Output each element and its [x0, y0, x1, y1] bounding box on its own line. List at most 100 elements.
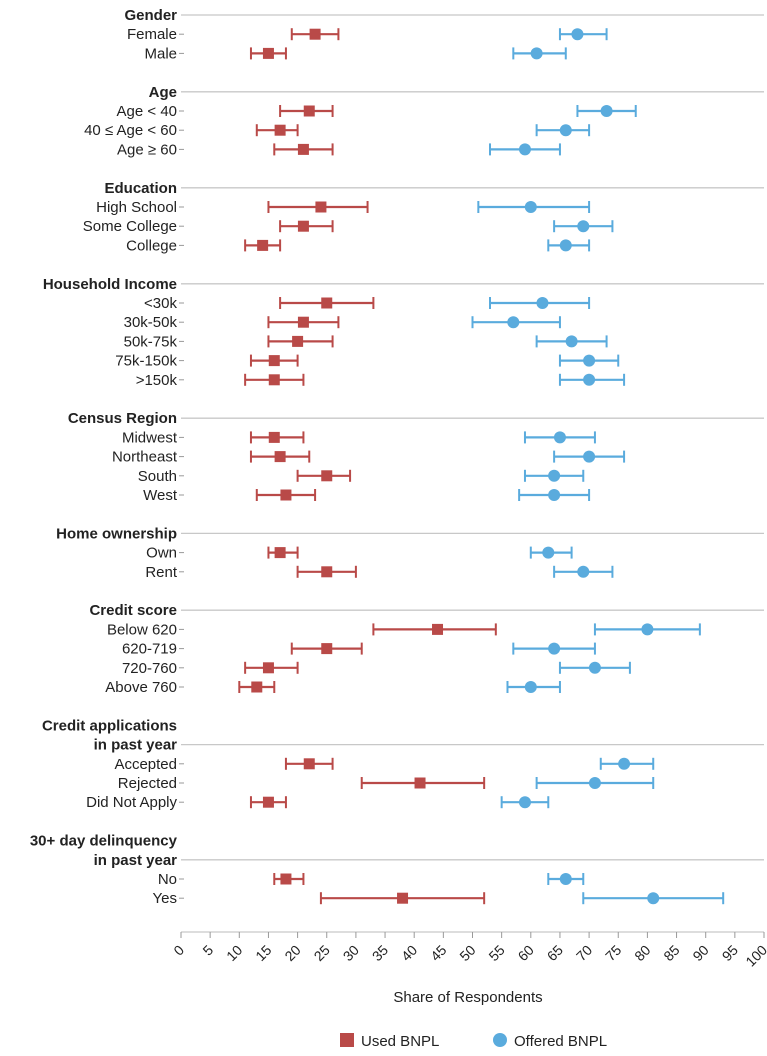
x-axis: 0 5 10 15 20 25 30 35 40 45 50 55 60 65 70 75 80 85 90 95 10… — [170, 931, 767, 1006]
offered-bnpl-interval — [553, 220, 614, 233]
group-title: in past year — [94, 852, 178, 869]
offered-bnpl-interval — [488, 297, 591, 309]
group-credit-score: Credit score Below 620 620-719 720-760 Above… — [89, 602, 764, 696]
point-estimate — [618, 757, 631, 770]
used-bnpl-interval — [296, 469, 352, 482]
x-tick-label: 5 — [199, 942, 216, 959]
used-bnpl-interval — [249, 431, 305, 444]
offered-bnpl-interval — [558, 661, 631, 674]
row-label: 50k-75k — [124, 333, 178, 350]
row-northeast: Northeast — [112, 449, 626, 466]
used-bnpl-interval — [238, 681, 276, 693]
point-estimate — [280, 873, 292, 885]
x-tick-label: 50 — [456, 942, 478, 964]
offered-bnpl-interval — [547, 873, 585, 885]
row-label: 620-719 — [122, 641, 177, 658]
row-rent: Rent — [145, 564, 614, 581]
row-30k-50k: 30k-50k — [124, 314, 561, 331]
point-estimate — [262, 662, 274, 674]
x-tick-label: 10 — [223, 942, 245, 964]
point-estimate — [274, 547, 286, 559]
x-tick: 30 — [340, 932, 362, 964]
row-south: South — [138, 468, 585, 485]
point-estimate — [571, 28, 584, 41]
used-bnpl-interval — [244, 239, 282, 252]
point-estimate — [303, 758, 315, 770]
row-label: <30k — [144, 295, 177, 312]
used-bnpl-interval — [290, 28, 340, 41]
group-gender: Gender Female Male — [124, 7, 764, 62]
group-title: 30+ day delinquency — [30, 833, 178, 850]
point-estimate — [641, 623, 654, 636]
offered-bnpl-interval — [558, 28, 608, 41]
offered-bnpl-interval — [547, 239, 591, 252]
offered-bnpl-interval — [512, 47, 567, 60]
row-label: Below 620 — [107, 621, 177, 638]
row-720-760: 720-760 — [122, 660, 631, 677]
used-bnpl-interval — [244, 661, 299, 674]
x-tick-label: 40 — [398, 942, 420, 964]
point-estimate — [268, 374, 280, 386]
group-home-ownership: Home ownership Own Rent — [56, 525, 764, 581]
row-label: 720-760 — [122, 660, 177, 677]
row-label: Age < 40 — [117, 103, 177, 120]
legend-used-bnpl-marker — [340, 1033, 354, 1047]
row-above-760: Above 760 — [105, 679, 561, 696]
x-tick-label: 45 — [427, 942, 449, 964]
point-estimate — [274, 124, 286, 136]
used-bnpl-interval — [279, 105, 334, 117]
row-label: Above 760 — [105, 679, 177, 696]
used-bnpl-interval — [319, 892, 486, 905]
x-tick-label: 55 — [485, 942, 507, 964]
point-estimate — [577, 565, 590, 578]
groups-layer: Gender Female Male Age Age < 40 40 ≤ Age < 60… — [30, 7, 764, 907]
point-estimate — [548, 489, 561, 501]
row-40-age-60: 40 ≤ Age < 60 — [84, 122, 591, 139]
row-high-school: High School — [96, 199, 591, 216]
row-west: West — [143, 487, 591, 504]
used-bnpl-interval — [273, 143, 334, 156]
point-estimate — [507, 316, 520, 329]
point-estimate — [297, 316, 309, 328]
row-no: No — [158, 871, 585, 888]
offered-bnpl-interval — [535, 335, 608, 348]
group-census-region: Census Region Midwest Northeast South West — [68, 410, 764, 504]
point-estimate — [565, 335, 578, 348]
row-label: West — [143, 487, 178, 504]
row-label: No — [158, 871, 177, 888]
point-estimate — [414, 777, 426, 789]
offered-bnpl-interval — [500, 796, 550, 809]
row-yes: Yes — [153, 890, 725, 907]
x-tick: 40 — [398, 932, 420, 964]
point-estimate — [524, 201, 537, 213]
row-midwest: Midwest — [122, 429, 596, 446]
point-estimate — [251, 681, 263, 693]
x-tick: 0 — [170, 932, 187, 959]
point-estimate — [542, 546, 555, 559]
offered-bnpl-interval — [553, 565, 614, 578]
row-620-719: 620-719 — [122, 641, 596, 658]
used-bnpl-interval — [255, 124, 299, 137]
point-estimate — [274, 451, 286, 463]
row-label: Female — [127, 26, 177, 43]
group-title: Credit score — [89, 602, 177, 619]
point-estimate — [397, 892, 409, 904]
group-title: Census Region — [68, 410, 177, 427]
used-bnpl-interval — [249, 450, 311, 463]
x-tick: 45 — [427, 932, 450, 964]
used-bnpl-interval — [273, 873, 305, 885]
row-age-40: Age < 40 — [117, 103, 637, 120]
used-bnpl-interval — [279, 220, 334, 233]
point-estimate — [262, 47, 274, 59]
used-bnpl-interval — [267, 335, 334, 348]
point-estimate — [518, 796, 531, 809]
x-tick-label: 15 — [252, 942, 274, 964]
row-label: Male — [144, 45, 177, 62]
point-estimate — [280, 489, 292, 501]
x-tick: 75 — [602, 932, 625, 964]
row-label: Rejected — [118, 775, 177, 792]
offered-bnpl-interval — [529, 546, 573, 559]
legend-offered-bnpl-marker — [493, 1033, 507, 1047]
point-estimate — [647, 892, 660, 905]
